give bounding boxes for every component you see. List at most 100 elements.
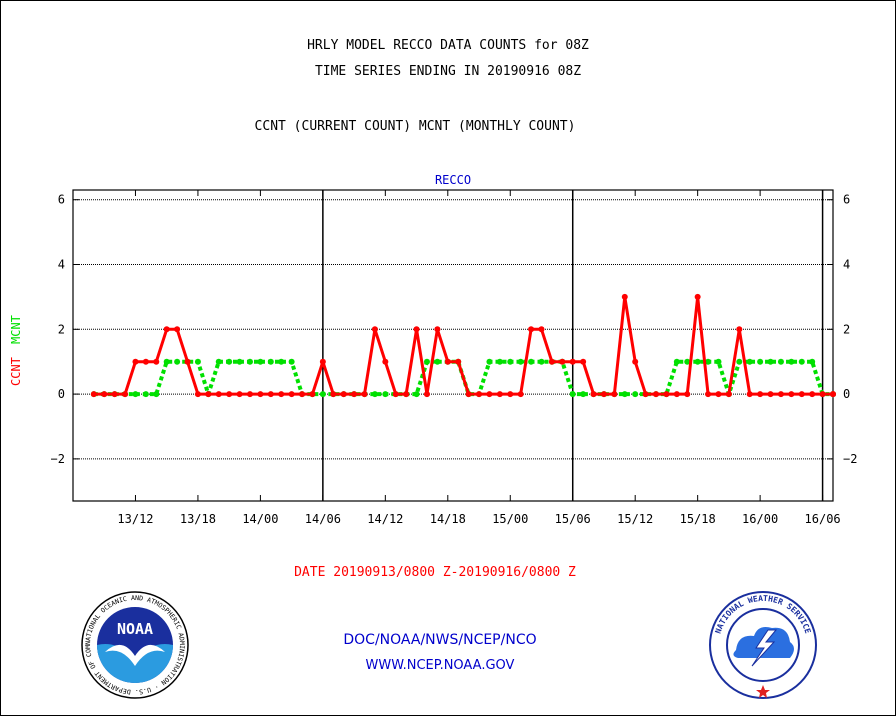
ccnt-point	[725, 391, 732, 398]
ccnt-point	[538, 326, 545, 333]
ccnt-point	[122, 391, 129, 398]
y-label-ccnt: CCNT	[9, 357, 23, 386]
ccnt-point	[715, 391, 722, 398]
ccnt-point	[194, 391, 201, 398]
ccnt-point	[600, 391, 607, 398]
ccnt-point	[340, 391, 347, 398]
mcnt-point	[777, 358, 784, 365]
mcnt-point	[288, 358, 295, 365]
x-tick-label: 15/00	[492, 512, 528, 526]
ccnt-point	[684, 391, 691, 398]
ccnt-point	[309, 391, 316, 398]
ccnt-point	[90, 391, 97, 398]
ccnt-point	[517, 391, 524, 398]
x-tick-label: 15/18	[680, 512, 716, 526]
ccnt-point	[476, 391, 483, 398]
mcnt-point	[194, 358, 201, 365]
date-range-label: DATE 20190913/0800 Z-20190916/0800 Z	[294, 565, 576, 580]
ccnt-point	[278, 391, 285, 398]
ccnt-point	[434, 326, 441, 333]
url-link[interactable]: WWW.NCEP.NOAA.GOV	[365, 658, 515, 673]
x-tick-label: 15/12	[617, 512, 653, 526]
ccnt-point	[142, 358, 149, 365]
mcnt-point	[694, 358, 701, 365]
mcnt-point	[517, 358, 524, 365]
mcnt-point	[132, 391, 139, 398]
ccnt-point	[777, 391, 784, 398]
ccnt-point	[819, 391, 826, 398]
ccnt-point	[496, 391, 503, 398]
mcnt-point	[486, 358, 493, 365]
org-label: DOC/NOAA/NWS/NCEP/NCO	[343, 632, 537, 648]
mcnt-point	[684, 358, 691, 365]
mcnt-point	[580, 391, 587, 398]
mcnt-point	[798, 358, 805, 365]
ccnt-point	[736, 326, 743, 333]
x-tick-label: 14/06	[305, 512, 341, 526]
y-tick-label-left: 4	[58, 258, 65, 272]
mcnt-point	[632, 391, 639, 398]
y-tick-label-left: −2	[51, 452, 65, 466]
axis-labels: −2 −2 0 0 2 2 4 4 6 6 13/12 13/18 14/00 14/06 14/12 14/…	[9, 173, 857, 526]
series-ccnt	[90, 293, 836, 398]
ccnt-point	[673, 391, 680, 398]
ccnt-point	[371, 326, 378, 333]
mcnt-point	[226, 358, 233, 365]
ccnt-point	[705, 391, 712, 398]
mcnt-point	[507, 358, 514, 365]
ccnt-point	[299, 391, 306, 398]
ccnt-point	[590, 391, 597, 398]
ccnt-point	[632, 358, 639, 365]
ccnt-point	[111, 391, 118, 398]
x-tick-label: 16/00	[742, 512, 778, 526]
x-tick-label: 14/12	[367, 512, 403, 526]
ccnt-point	[798, 391, 805, 398]
mcnt-point	[246, 358, 253, 365]
ccnt-point	[236, 391, 243, 398]
mcnt-point	[413, 391, 420, 398]
ccnt-point	[382, 358, 389, 365]
x-tick-label: 14/18	[430, 512, 466, 526]
y-tick-label-right: 4	[843, 258, 850, 272]
ccnt-point	[663, 391, 670, 398]
mcnt-point	[496, 358, 503, 365]
mcnt-point	[215, 358, 222, 365]
chart-title-line2: TIME SERIES ENDING IN 20190916 08Z	[314, 64, 582, 79]
ccnt-point	[101, 391, 108, 398]
ccnt-point	[830, 391, 836, 398]
y-label-mcnt: MCNT	[9, 315, 23, 344]
plot-area	[73, 190, 833, 501]
ccnt-point	[611, 391, 618, 398]
mcnt-point	[434, 358, 441, 365]
ccnt-point	[403, 391, 410, 398]
mcnt-point	[673, 358, 680, 365]
ccnt-point	[694, 293, 701, 300]
ccnt-point	[184, 358, 191, 365]
x-tick-label: 15/06	[555, 512, 591, 526]
ccnt-point	[757, 391, 764, 398]
ccnt-point	[174, 326, 181, 333]
ccnt-point	[413, 326, 420, 333]
y-tick-label-right: 6	[843, 193, 850, 207]
x-tick-label: 13/18	[180, 512, 216, 526]
ccnt-point	[548, 358, 555, 365]
mcnt-point	[767, 358, 774, 365]
y-tick-label-right: 2	[843, 322, 850, 336]
ccnt-point	[486, 391, 493, 398]
y-tick-label-right: −2	[843, 452, 857, 466]
panel-title: RECCO	[435, 173, 471, 187]
ccnt-point	[392, 391, 399, 398]
x-tick-label: 14/00	[242, 512, 278, 526]
ccnt-point	[319, 358, 326, 365]
mcnt-point	[809, 358, 816, 365]
plot-frame	[72, 189, 834, 502]
ccnt-point	[621, 293, 628, 300]
chart-title-line1: HRLY MODEL RECCO DATA COUNTS for 08Z	[307, 38, 589, 53]
mcnt-point	[715, 358, 722, 365]
mcnt-point	[528, 358, 535, 365]
mcnt-point	[319, 391, 326, 398]
ccnt-point	[507, 391, 514, 398]
mcnt-point	[569, 391, 576, 398]
ccnt-point	[267, 391, 274, 398]
ccnt-point	[788, 391, 795, 398]
